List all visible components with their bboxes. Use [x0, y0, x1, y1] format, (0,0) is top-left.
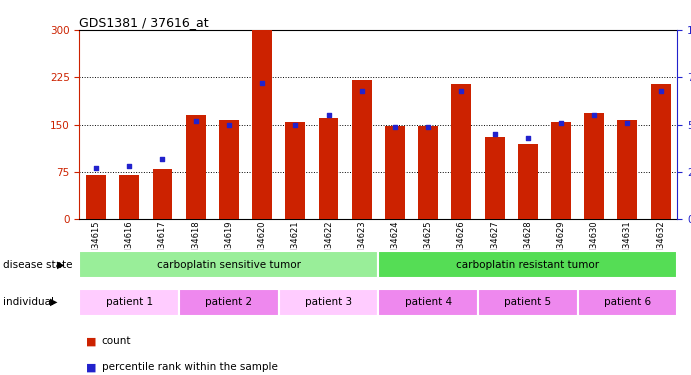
Text: percentile rank within the sample: percentile rank within the sample [102, 363, 278, 372]
Bar [79, 289, 179, 316]
Bar [319, 118, 339, 219]
Point [356, 88, 367, 94]
Point [124, 164, 135, 170]
Bar [179, 289, 278, 316]
Text: individual: individual [3, 297, 55, 307]
Point [489, 131, 500, 137]
Point [256, 80, 267, 86]
Point [157, 156, 168, 162]
Text: patient 5: patient 5 [504, 297, 551, 307]
Bar [418, 126, 438, 219]
Bar [278, 289, 378, 316]
Point [655, 88, 666, 94]
Point [522, 135, 533, 141]
Text: patient 3: patient 3 [305, 297, 352, 307]
Bar [120, 175, 139, 219]
Bar [478, 289, 578, 316]
Text: patient 1: patient 1 [106, 297, 153, 307]
Text: ▶: ▶ [57, 260, 65, 270]
Point [190, 118, 201, 124]
Point [423, 124, 434, 130]
Bar [378, 289, 478, 316]
Bar [378, 251, 677, 278]
Text: carboplatin resistant tumor: carboplatin resistant tumor [456, 260, 599, 270]
Text: patient 2: patient 2 [205, 297, 252, 307]
Bar [385, 126, 405, 219]
Bar [484, 137, 504, 219]
Text: carboplatin sensitive tumor: carboplatin sensitive tumor [157, 260, 301, 270]
Bar [651, 84, 670, 219]
Bar [518, 144, 538, 219]
Point [622, 120, 633, 126]
Point [456, 88, 467, 94]
Bar [352, 81, 372, 219]
Bar [186, 115, 206, 219]
Text: patient 4: patient 4 [404, 297, 452, 307]
Point [223, 122, 234, 128]
Bar [252, 30, 272, 219]
Point [556, 120, 567, 126]
Bar [153, 169, 173, 219]
Point [589, 112, 600, 118]
Point [323, 112, 334, 118]
Point [290, 122, 301, 128]
Bar [451, 84, 471, 219]
Bar [79, 251, 379, 278]
Point [91, 165, 102, 171]
Text: count: count [102, 336, 131, 346]
Bar [578, 289, 677, 316]
Bar [219, 120, 239, 219]
Text: ■: ■ [86, 363, 97, 372]
Bar [584, 113, 604, 219]
Bar [86, 175, 106, 219]
Text: patient 6: patient 6 [604, 297, 651, 307]
Text: ■: ■ [86, 336, 97, 346]
Text: GDS1381 / 37616_at: GDS1381 / 37616_at [79, 16, 209, 29]
Bar [617, 120, 637, 219]
Text: ▶: ▶ [50, 297, 57, 307]
Point [390, 124, 401, 130]
Bar [285, 122, 305, 219]
Bar [551, 122, 571, 219]
Text: disease state: disease state [3, 260, 73, 270]
